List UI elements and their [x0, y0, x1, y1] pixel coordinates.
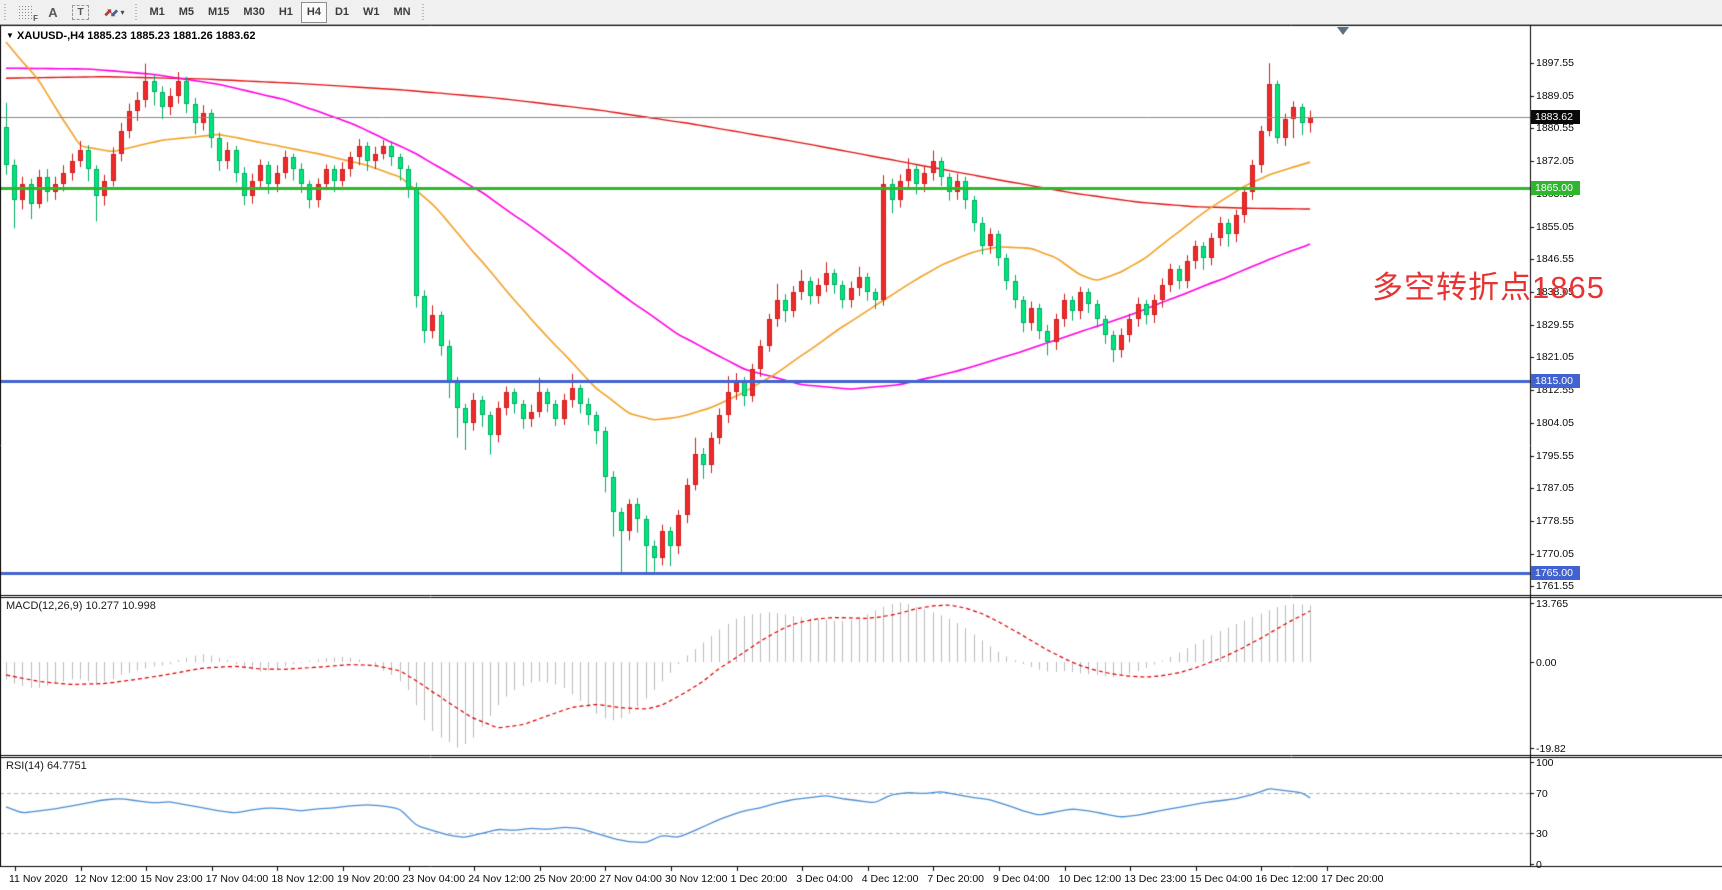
chart-text-annotation: 多空转折点1865: [1372, 270, 1605, 305]
timeframe-button-m15[interactable]: M15: [208, 6, 230, 18]
price-level-badge: 1765.00: [1531, 566, 1580, 581]
symbol-name: XAUUSD-,H4: [16, 30, 85, 42]
rsi-axis-label: 30: [1536, 828, 1548, 841]
timeframe-button-w1[interactable]: W1: [363, 6, 380, 18]
timeframe-button-d1[interactable]: D1: [334, 6, 350, 18]
indicator-grid-icon[interactable]: F: [12, 2, 40, 23]
rsi-axis-label: 100: [1536, 757, 1554, 769]
timeframe-group: M1 M5 M15 M30 H1 H4 D1 W1 MN: [142, 1, 417, 23]
time-axis-label: 15 Dec 04:00: [1189, 873, 1253, 885]
price-axis-label: 1855.05: [1536, 220, 1574, 233]
timeframe-button-mn[interactable]: MN: [393, 6, 411, 18]
time-axis-label: 9 Dec 04:00: [993, 873, 1050, 885]
rsi-indicator-label: RSI(14) 64.7751: [6, 760, 87, 772]
symbol-header[interactable]: ▼ XAUUSD-,H4 1885.23 1885.23 1881.26 188…: [6, 30, 256, 42]
timeframe-button-m1[interactable]: M1: [149, 6, 165, 18]
arrow-tools-button[interactable]: ⬈⬋ ▾: [97, 2, 130, 23]
price-axis-label: 1872.05: [1536, 155, 1574, 168]
price-axis-label: 1787.05: [1536, 482, 1574, 495]
time-axis-label: 23 Nov 04:00: [402, 873, 466, 885]
time-axis-label: 10 Dec 12:00: [1058, 873, 1122, 885]
timeframe-button-m5[interactable]: M5: [178, 6, 195, 18]
price-axis-label: 1804.05: [1536, 416, 1574, 429]
arrows-icon: ⬈⬋: [103, 6, 120, 19]
toolbar-drag-handle[interactable]: [420, 3, 426, 21]
pane-divider-rsi[interactable]: [0, 753, 1722, 758]
time-axis-label: 18 Nov 12:00: [271, 873, 334, 885]
price-axis-label: 1897.55: [1536, 57, 1574, 69]
time-axis-label: 12 Nov 12:00: [74, 873, 138, 885]
price-axis-label: 1829.55: [1536, 318, 1574, 331]
toolbar-drag-handle[interactable]: [3, 3, 8, 21]
toolbar-drag-handle[interactable]: [134, 3, 140, 21]
time-axis-label: 25 Nov 20:00: [533, 873, 597, 885]
price-axis-label: 1795.55: [1536, 449, 1574, 462]
time-axis-label: 11 Nov 2020: [9, 873, 68, 885]
price-axis-label: 1761.55: [1536, 580, 1574, 593]
time-axis-label: 30 Nov 12:00: [665, 873, 728, 885]
timeframe-button-m30[interactable]: M30: [243, 6, 265, 18]
price-axis-label: 1778.55: [1536, 515, 1574, 528]
macd-axis-label: 13.765: [1536, 597, 1569, 610]
time-axis-label: 1 Dec 20:00: [730, 873, 788, 885]
boxed-t-icon: T: [72, 4, 89, 20]
macd-axis-label: 0.00: [1536, 657, 1557, 669]
price-axis-label: 1889.05: [1536, 89, 1574, 102]
time-axis-label: 17 Nov 04:00: [205, 873, 269, 885]
grid-f-icon: F: [18, 5, 38, 23]
time-axis-label: 24 Nov 12:00: [468, 873, 531, 885]
rsi-axis-label: 0: [1536, 859, 1542, 871]
price-axis-label: 1770.05: [1536, 547, 1574, 560]
price-axis-label: 1846.55: [1536, 253, 1574, 266]
time-axis-label: 16 Dec 12:00: [1255, 873, 1318, 885]
time-axis-label: 13 Dec 23:00: [1124, 873, 1187, 885]
time-axis-label: 19 Nov 20:00: [337, 873, 400, 885]
price-level-badge: 1883.62: [1531, 109, 1580, 124]
pane-divider-macd[interactable]: [0, 593, 1722, 598]
price-axis-label: 1880.55: [1536, 122, 1574, 135]
rsi-axis-label: 70: [1536, 787, 1548, 800]
time-axis-label: 7 Dec 20:00: [927, 873, 985, 885]
text-label-tool-button[interactable]: A: [42, 2, 64, 23]
collapse-ohlc-icon[interactable]: ▼: [6, 31, 14, 40]
macd-indicator-label: MACD(12,26,9) 10.277 10.998: [6, 600, 156, 612]
price-level-badge: 1865.00: [1531, 181, 1580, 196]
time-axis-label: 15 Nov 23:00: [140, 873, 203, 885]
price-level-badge: 1815.00: [1531, 373, 1580, 388]
time-axis-label: 3 Dec 04:00: [796, 873, 853, 885]
chevron-down-icon[interactable]: ▾: [120, 7, 125, 17]
time-axis-label: 4 Dec 12:00: [861, 873, 919, 885]
price-axis-label: 1821.05: [1536, 351, 1574, 364]
toolbar: F A T ⬈⬋ ▾ M1 M5 M15 M30 H1 H4 D1 W1 MN: [0, 0, 1722, 25]
macd-axis-label: -19.82: [1536, 742, 1566, 755]
time-axis-label: 27 Nov 04:00: [599, 873, 662, 885]
letter-a-icon: A: [48, 4, 58, 20]
timeframe-button-h4[interactable]: H4: [300, 1, 327, 23]
timeframe-button-h1[interactable]: H1: [278, 6, 293, 18]
ohlc-values: 1885.23 1885.23 1881.26 1883.62: [87, 30, 256, 42]
chart-shift-triangle-icon[interactable]: [1337, 27, 1349, 35]
time-axis-label: 17 Dec 20:00: [1321, 873, 1384, 885]
price-axis-label: 1838.05: [1536, 286, 1574, 298]
text-box-tool-button[interactable]: T: [66, 2, 95, 23]
